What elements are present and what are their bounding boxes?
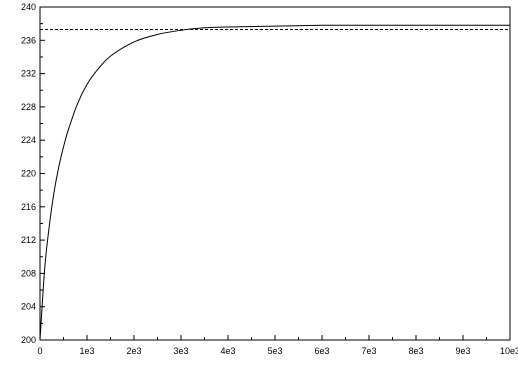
y-tick-label: 216 <box>21 202 36 212</box>
y-tick-label: 228 <box>21 102 36 112</box>
response-curve <box>39 24 510 341</box>
x-tick-label: 5e3 <box>267 346 282 356</box>
x-tick-label: 10e3 <box>500 346 518 356</box>
series-layer <box>39 24 510 341</box>
y-tick-label: 200 <box>21 335 36 345</box>
y-tick-label: 224 <box>21 135 36 145</box>
x-tick-label: 3e3 <box>173 346 188 356</box>
x-tick-label: 7e3 <box>361 346 376 356</box>
y-tick-label: 208 <box>21 268 36 278</box>
x-tick-label: 0 <box>37 346 42 356</box>
x-axis-ticks: 0 1e3 2e3 3e3 4e3 5e3 6e3 7e3 8e3 9e3 10e3 <box>37 335 518 356</box>
x-tick-label: 6e3 <box>314 346 329 356</box>
x-tick-label: 8e3 <box>408 346 423 356</box>
y-tick-label: 204 <box>21 302 36 312</box>
y-tick-label: 220 <box>21 169 36 179</box>
y-tick-label: 232 <box>21 69 36 79</box>
plot-area-frame <box>39 6 511 341</box>
y-tick-label: 236 <box>21 35 36 45</box>
y-tick-label: 240 <box>21 2 36 12</box>
y-axis-ticks: 200 204 208 212 216 220 224 228 232 236 240 <box>21 2 45 345</box>
x-tick-label: 1e3 <box>79 346 94 356</box>
y-tick-label: 212 <box>21 235 36 245</box>
x-tick-label: 9e3 <box>455 346 470 356</box>
x-tick-label: 4e3 <box>220 346 235 356</box>
x-tick-label: 2e3 <box>126 346 141 356</box>
